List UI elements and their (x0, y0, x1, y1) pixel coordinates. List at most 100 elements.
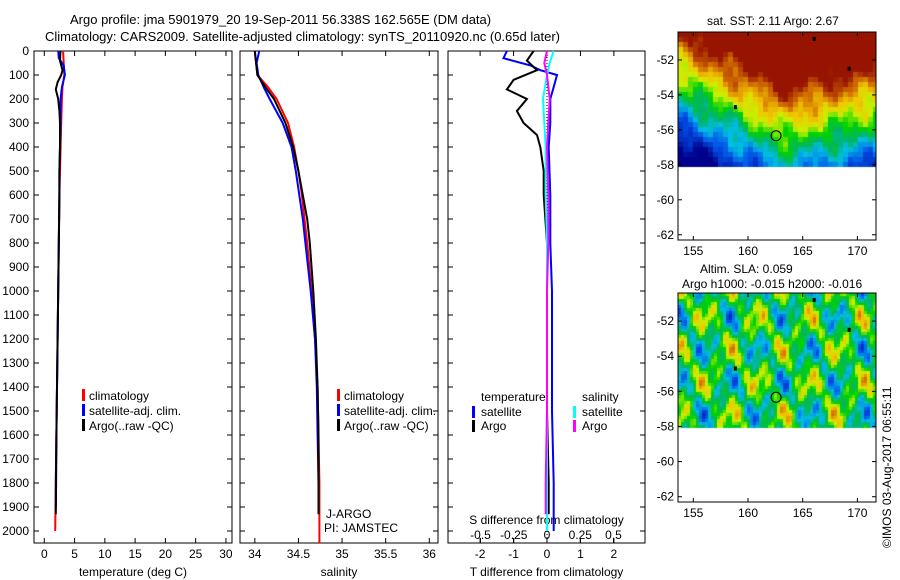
lat-tick-label: -52 (657, 53, 675, 67)
lat-tick-label: -52 (657, 314, 675, 328)
x-tick-label: 10 (98, 547, 112, 561)
legend-swatch (472, 406, 475, 418)
y-tick-label: 0 (22, 44, 29, 58)
x-tick-label: 25 (189, 547, 203, 561)
legend-label: satellite-adj. clim. (344, 404, 436, 418)
land-marker (733, 105, 737, 110)
s-tick-label: 0.5 (605, 528, 622, 542)
s-tick-label: -0.25 (500, 528, 528, 542)
y-tick-label: 1600 (2, 428, 29, 442)
sla-map-frame (677, 292, 877, 503)
legend-swatch (573, 406, 576, 418)
lon-tick-label: 170 (847, 244, 867, 258)
lon-tick-label: 165 (793, 244, 813, 258)
s-tick-label: -0.5 (470, 528, 491, 542)
x-tick-label: 5 (71, 547, 78, 561)
x-axis-label: temperature (deg C) (79, 565, 187, 579)
y-tick-label: 1300 (2, 356, 29, 370)
lat-tick-label: -54 (657, 88, 675, 102)
legend-label: satellite (481, 405, 522, 419)
lat-tick-label: -56 (657, 384, 675, 398)
legend-label: climatology (89, 389, 149, 403)
x-tick-label: 0 (41, 547, 48, 561)
land-marker (812, 36, 816, 41)
legend-label: Argo(..raw -QC) (89, 419, 174, 433)
lat-tick-label: -62 (657, 490, 675, 504)
x-tick-label: 34.5 (287, 547, 311, 561)
legend-label: Argo (582, 419, 608, 433)
legend-label: Argo (481, 419, 507, 433)
x-tick-label: 20 (159, 547, 173, 561)
x-tick-label: 36 (423, 547, 437, 561)
legend-swatch (573, 420, 576, 432)
series-line-argo-raw-qc- (54, 50, 64, 515)
lat-tick-label: -58 (657, 419, 675, 433)
y-tick-label: 1500 (2, 404, 29, 418)
y-tick-label: 100 (9, 68, 29, 82)
lon-tick-label: 160 (738, 506, 758, 520)
pi-label: PI: JAMSTEC (324, 521, 398, 535)
plot-frame (239, 50, 439, 544)
y-tick-label: 500 (9, 164, 29, 178)
figure-subtitle: Climatology: CARS2009. Satellite-adjuste… (45, 29, 560, 44)
legend-swatch (82, 404, 85, 416)
y-tick-label: 200 (9, 92, 29, 106)
x-tick-label: 35 (335, 547, 349, 561)
legend-label: Argo(..raw -QC) (344, 419, 429, 433)
land-marker (847, 66, 851, 71)
plot-frame (33, 50, 233, 544)
float-program-label: J-ARGO (326, 507, 371, 521)
legend-swatch (337, 419, 340, 431)
sst-map-frame (677, 31, 877, 241)
x-tick-label: 2 (611, 547, 618, 561)
x-tick-label: -2 (475, 547, 486, 561)
legend-swatch (337, 404, 340, 416)
x-tick-label: 30 (219, 547, 233, 561)
sla-map-image (678, 293, 876, 462)
credit-label: ©IMOS 03-Aug-2017 06:55:11 (880, 386, 894, 548)
s-tick-label: 0.25 (569, 528, 593, 542)
x-axis-label: T difference from climatology (470, 565, 624, 579)
lat-tick-label: -60 (657, 455, 675, 469)
x-tick-label: 34 (248, 547, 262, 561)
land-marker (812, 298, 816, 303)
x-axis-label: salinity (321, 565, 358, 579)
sla-map-subtitle: Argo h1000: -0.015 h2000: -0.016 (682, 277, 863, 291)
lat-tick-label: -54 (657, 349, 675, 363)
land-marker (733, 366, 737, 371)
legend-swatch (82, 419, 85, 431)
lat-tick-label: -58 (657, 158, 675, 172)
y-tick-label: 800 (9, 236, 29, 250)
figure-title: Argo profile: jma 5901979_20 19-Sep-2011… (70, 12, 492, 27)
land-marker (847, 327, 851, 332)
lat-tick-label: -56 (657, 123, 675, 137)
y-tick-label: 600 (9, 188, 29, 202)
y-tick-label: 700 (9, 212, 29, 226)
x-tick-label: 35.5 (374, 547, 398, 561)
x-tick-label: 1 (577, 547, 584, 561)
legend-label: satellite-adj. clim. (89, 404, 181, 418)
argo-position-marker (770, 391, 782, 403)
y-tick-label: 400 (9, 140, 29, 154)
y-tick-label: 1700 (2, 452, 29, 466)
legend-header-temperature: temperature (481, 390, 546, 404)
lat-tick-label: -62 (657, 228, 675, 242)
y-tick-label: 900 (9, 260, 29, 274)
y-tick-label: 2000 (2, 524, 29, 538)
argo-position-marker (770, 130, 782, 142)
legend-label: climatology (344, 389, 404, 403)
legend-swatch (82, 389, 85, 401)
series-line-salinity-argo (543, 50, 551, 515)
y-tick-label: 1100 (3, 308, 29, 322)
lon-tick-label: 165 (793, 506, 813, 520)
lon-tick-label: 155 (683, 244, 703, 258)
legend-swatch (472, 420, 475, 432)
sst-map-title: sat. SST: 2.11 Argo: 2.67 (707, 14, 839, 28)
sst-map-image (678, 32, 876, 200)
x-tick-label: -1 (508, 547, 519, 561)
y-tick-label: 1900 (2, 500, 29, 514)
lon-tick-label: 155 (683, 506, 703, 520)
